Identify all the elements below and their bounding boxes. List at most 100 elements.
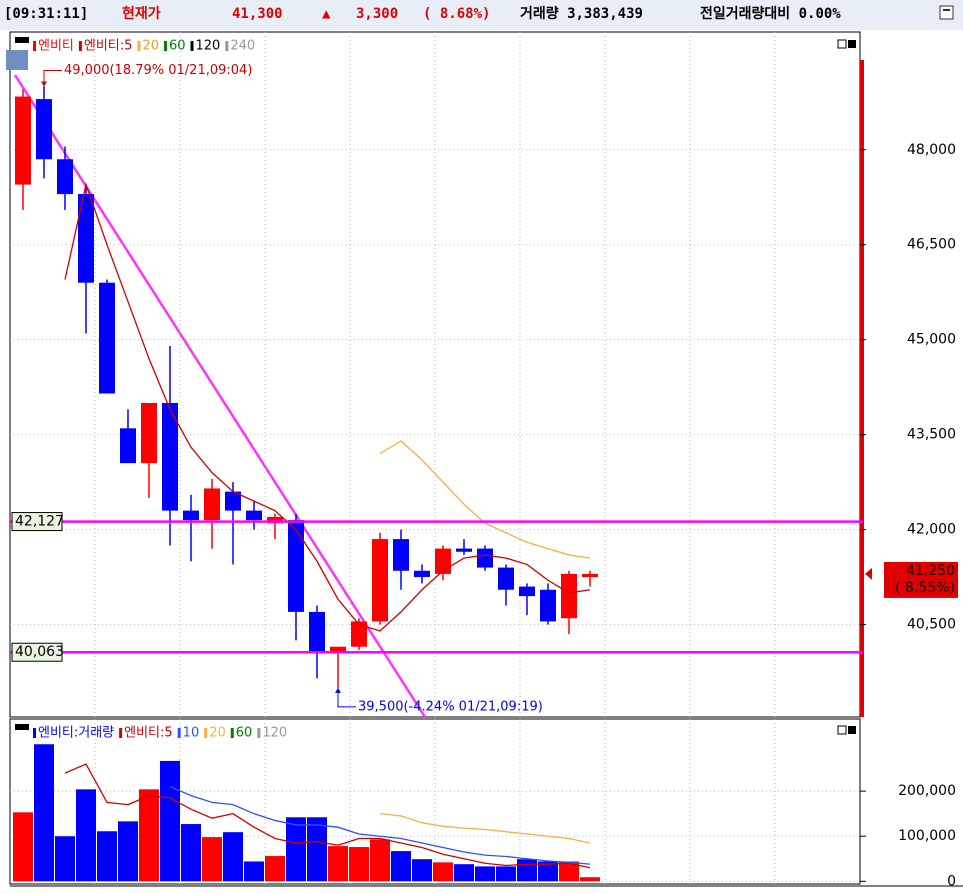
volume-ratio: 전일거래량대비 0.00% bbox=[700, 5, 841, 22]
volume-bar bbox=[13, 812, 33, 882]
legend-swatch bbox=[137, 41, 141, 51]
volume-bar bbox=[538, 861, 558, 882]
candle-body bbox=[36, 99, 52, 160]
candle-body bbox=[225, 491, 241, 511]
legend-swatch bbox=[230, 728, 234, 738]
legend-label: 20 bbox=[142, 39, 159, 54]
volume-bar bbox=[475, 866, 495, 882]
legend-swatch bbox=[119, 728, 123, 738]
candle-body bbox=[540, 589, 556, 622]
candle-body bbox=[99, 282, 115, 394]
current-price: 41,250 bbox=[906, 563, 955, 579]
hline-label: 40,063 bbox=[15, 644, 64, 660]
candle-body bbox=[372, 539, 388, 622]
price: 41,300 bbox=[232, 6, 283, 22]
volume-bar bbox=[55, 836, 75, 882]
time: [09:31:11] bbox=[4, 6, 88, 22]
volume-bar bbox=[370, 839, 390, 882]
legend-label: 60 bbox=[169, 39, 186, 54]
panel-button[interactable] bbox=[837, 39, 847, 49]
panel-close[interactable] bbox=[848, 40, 856, 48]
y-tick-label: 200,000 bbox=[898, 783, 956, 799]
volume-bar bbox=[265, 856, 285, 882]
window-button[interactable] bbox=[939, 5, 954, 20]
volume-bar bbox=[412, 859, 432, 882]
volume-bar bbox=[244, 861, 264, 882]
annotation-arrow bbox=[43, 69, 62, 87]
candle-body bbox=[183, 510, 199, 521]
ma-line bbox=[64, 182, 591, 632]
change: 3,300 bbox=[356, 6, 398, 22]
current-pct: ( 8.55%) bbox=[895, 580, 955, 596]
y-tick-label: 45,000 bbox=[907, 332, 956, 348]
volume-bar bbox=[97, 831, 117, 882]
legend-label: 60 bbox=[236, 726, 253, 741]
hline-label-box bbox=[11, 512, 63, 532]
panel-icon bbox=[15, 37, 29, 43]
header-bar bbox=[0, 0, 963, 30]
price-label: 현재가 bbox=[122, 6, 161, 22]
volume-bar bbox=[433, 862, 453, 882]
volume-bar bbox=[517, 859, 537, 882]
candle-body bbox=[141, 402, 157, 464]
annotation-text: 49,000(18.79% 01/21,09:04) bbox=[64, 63, 252, 78]
candle-body bbox=[57, 159, 73, 195]
panel-icon bbox=[15, 724, 29, 730]
volume-bar bbox=[286, 817, 306, 882]
ma-line bbox=[64, 763, 591, 869]
price-panel bbox=[9, 31, 861, 718]
legend-label: 엔비티:5 bbox=[124, 726, 173, 741]
volume-bar bbox=[454, 864, 474, 882]
ma-line bbox=[169, 786, 591, 865]
candle-body bbox=[162, 402, 178, 511]
y-tick-label: 100,000 bbox=[898, 828, 956, 844]
hline-label-box bbox=[11, 642, 63, 662]
y-tick-label: 43,500 bbox=[907, 427, 956, 443]
y-tick-label: 46,500 bbox=[907, 237, 956, 253]
candle-body bbox=[204, 488, 220, 521]
arrow: ▲ bbox=[322, 6, 331, 22]
volume-bar bbox=[139, 789, 159, 882]
candle-body bbox=[288, 520, 304, 612]
legend-label: 10 bbox=[183, 726, 200, 741]
legend-swatch bbox=[33, 728, 36, 738]
candle-body bbox=[498, 567, 514, 590]
current-marker bbox=[865, 567, 872, 580]
volume-bar bbox=[391, 851, 411, 882]
volume-bar bbox=[580, 877, 600, 882]
legend-label: 240 bbox=[230, 39, 255, 54]
current-box bbox=[884, 561, 958, 598]
candle-body bbox=[15, 96, 31, 185]
annotation-arrow bbox=[337, 687, 356, 708]
price-range-bar bbox=[860, 60, 864, 717]
candle-body bbox=[393, 539, 409, 571]
candle-body bbox=[309, 611, 325, 654]
volume: 거래량 3,383,439 bbox=[520, 6, 643, 22]
panel-close[interactable] bbox=[848, 726, 856, 734]
ma-line bbox=[379, 813, 591, 844]
candle-body bbox=[477, 548, 493, 568]
legend-label: 엔비티:거래량 bbox=[38, 726, 114, 741]
candle-body bbox=[519, 586, 535, 597]
volume-bar bbox=[328, 846, 348, 882]
legend-swatch bbox=[190, 41, 194, 51]
annotation-arrowhead bbox=[335, 687, 341, 693]
legend-swatch bbox=[225, 41, 229, 51]
candle-body bbox=[561, 573, 577, 619]
volume-bar bbox=[118, 821, 138, 882]
candle-body bbox=[330, 646, 346, 654]
candle-body bbox=[414, 570, 430, 578]
volume-bar bbox=[202, 837, 222, 882]
candle-body bbox=[246, 510, 262, 521]
legend-swatch bbox=[78, 41, 82, 51]
volume-bar bbox=[349, 847, 369, 882]
legend-swatch bbox=[177, 728, 181, 738]
panel-button[interactable] bbox=[837, 725, 847, 735]
quote-button[interactable] bbox=[6, 50, 28, 70]
volume-bar bbox=[559, 861, 579, 882]
ma-line bbox=[379, 440, 591, 559]
candle-body bbox=[351, 621, 367, 647]
legend-swatch bbox=[163, 41, 167, 51]
